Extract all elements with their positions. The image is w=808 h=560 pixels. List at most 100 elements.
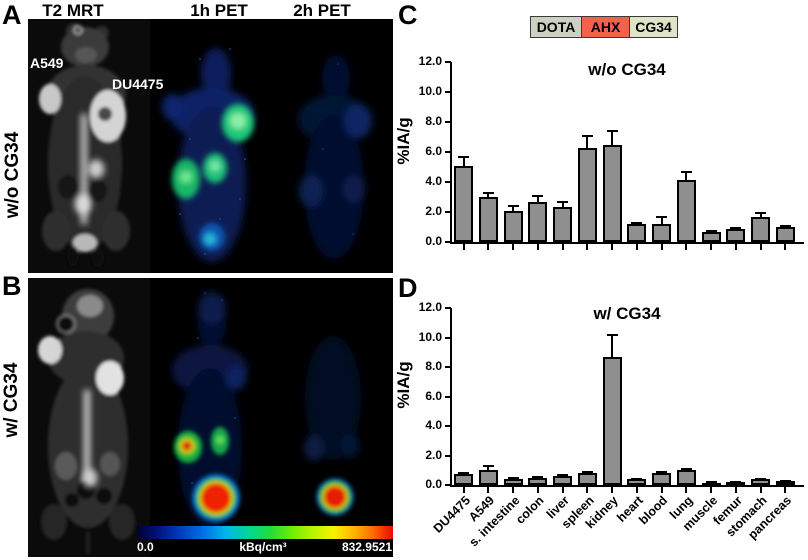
error-bar	[660, 217, 663, 224]
x-tick	[784, 487, 787, 493]
y-tick	[445, 61, 451, 63]
pet-colorbar	[137, 526, 393, 539]
y-tick	[445, 336, 451, 339]
x-tick	[685, 244, 688, 250]
colorbar-unit-label: kBq/cm³	[239, 540, 287, 554]
chart-title-with-cg34: w/ CG34	[593, 304, 661, 323]
error-bar-cap	[581, 470, 593, 473]
column-header-t2-mrt: T2 MRT	[42, 1, 104, 20]
column-header-1h-pet: 1h PET	[190, 1, 248, 20]
t2-mrt-image-a	[28, 19, 150, 273]
error-bar-cap	[755, 211, 766, 214]
y-tick	[445, 425, 451, 427]
y-tick-label: 2.0	[425, 204, 442, 218]
x-tick	[462, 487, 465, 493]
bar-DU4475	[454, 474, 473, 485]
error-bar	[487, 192, 490, 197]
x-tick	[586, 244, 589, 250]
plot-area-c: 0.0 2.0 4.0 6.0 8.0 10.0 12.0	[419, 54, 802, 250]
bar-muscle	[701, 482, 721, 487]
chart-title-without-cg34: w/o CG34	[588, 60, 666, 79]
error-bar-cap	[532, 476, 544, 479]
y-tick-label: 8.0	[425, 359, 442, 373]
bar-heart	[627, 224, 647, 242]
x-tick	[611, 244, 613, 250]
x-tick	[536, 487, 539, 493]
bar-stomach	[751, 216, 770, 242]
error-bar-cap	[705, 230, 717, 233]
error-bar-cap	[507, 205, 519, 207]
x-tick	[759, 244, 762, 250]
error-bar-cap	[705, 481, 717, 484]
error-bar	[561, 202, 564, 207]
bar-stomach	[751, 479, 770, 485]
y-tick-label: 12.0	[418, 54, 442, 68]
error-bar-cap	[631, 477, 643, 480]
bar-lung	[676, 179, 696, 242]
panel-b-image-strip: 0.0 kBq/cm³ 832.9521	[28, 278, 393, 557]
bar-A549	[478, 469, 498, 485]
x-tick	[635, 487, 638, 493]
bar-blood	[652, 224, 671, 242]
error-bar-cap	[779, 224, 791, 227]
pet-1h-image-a	[150, 19, 278, 273]
bar-heart	[627, 479, 647, 485]
pet-1h-image-b	[150, 278, 278, 557]
error-bar-cap	[606, 333, 618, 336]
y-tick-label: 6.0	[425, 144, 442, 158]
y-tick-label: 8.0	[425, 114, 442, 128]
mouse-body-pet-2h-a	[298, 55, 372, 259]
error-bar-cap	[606, 130, 618, 132]
error-bar-cap	[631, 221, 643, 224]
y-tick-label: 4.0	[425, 418, 442, 432]
tracer-construct-schematic: DOTA AHX CG34	[530, 16, 678, 38]
bar-A549	[478, 197, 498, 242]
y-tick	[445, 366, 451, 368]
bar-spleen	[577, 148, 597, 242]
error-bar-cap	[532, 195, 544, 198]
y-tick	[445, 484, 451, 486]
bar-femur	[726, 482, 746, 487]
pet-2h-image-b	[278, 278, 393, 557]
y-tick	[445, 151, 451, 153]
error-bar-cap	[680, 171, 692, 174]
annotation-du4475: DU4475	[112, 76, 164, 92]
bar-pancreas	[775, 227, 795, 242]
y-tick	[445, 454, 451, 457]
y-tick-label: 6.0	[425, 388, 442, 403]
pet-hotspots-1h-b	[174, 427, 240, 522]
row-label-with-cg34: w/ CG34	[1, 362, 22, 438]
bar-kidney	[602, 356, 622, 485]
error-bar-cap	[779, 479, 791, 482]
error-bar	[586, 135, 589, 149]
bar-liver	[553, 476, 572, 485]
y-tick-label: 0.0	[425, 234, 442, 248]
panel-label-b: B	[2, 271, 22, 301]
x-tick	[660, 244, 663, 250]
panel-label-d: D	[398, 273, 418, 303]
x-tick	[462, 244, 465, 250]
y-tick-label: 10.0	[418, 329, 442, 344]
error-bar	[462, 157, 465, 166]
error-bar-cap	[482, 464, 494, 467]
y-axis-d	[450, 308, 452, 487]
x-tick	[586, 487, 589, 493]
error-bar-cap	[680, 467, 692, 470]
x-tick	[759, 487, 762, 493]
annotation-a549: A549	[30, 55, 64, 71]
x-tick	[561, 244, 564, 250]
y-tick	[445, 121, 451, 123]
x-tick	[487, 244, 490, 250]
x-axis-c	[450, 242, 804, 244]
construct-segment-ahx: AHX	[581, 16, 629, 38]
pet-hotspots-1h-a	[172, 104, 254, 251]
mouse-body-mrt-b	[38, 289, 135, 554]
error-bar-cap	[507, 476, 519, 479]
x-tick	[784, 244, 787, 250]
bar-spleen	[577, 472, 597, 485]
y-tick	[445, 307, 451, 309]
pet-speckle-1h-a	[179, 48, 246, 255]
y-axis-c	[450, 62, 452, 244]
pet-speckle-2h-a	[322, 63, 354, 235]
